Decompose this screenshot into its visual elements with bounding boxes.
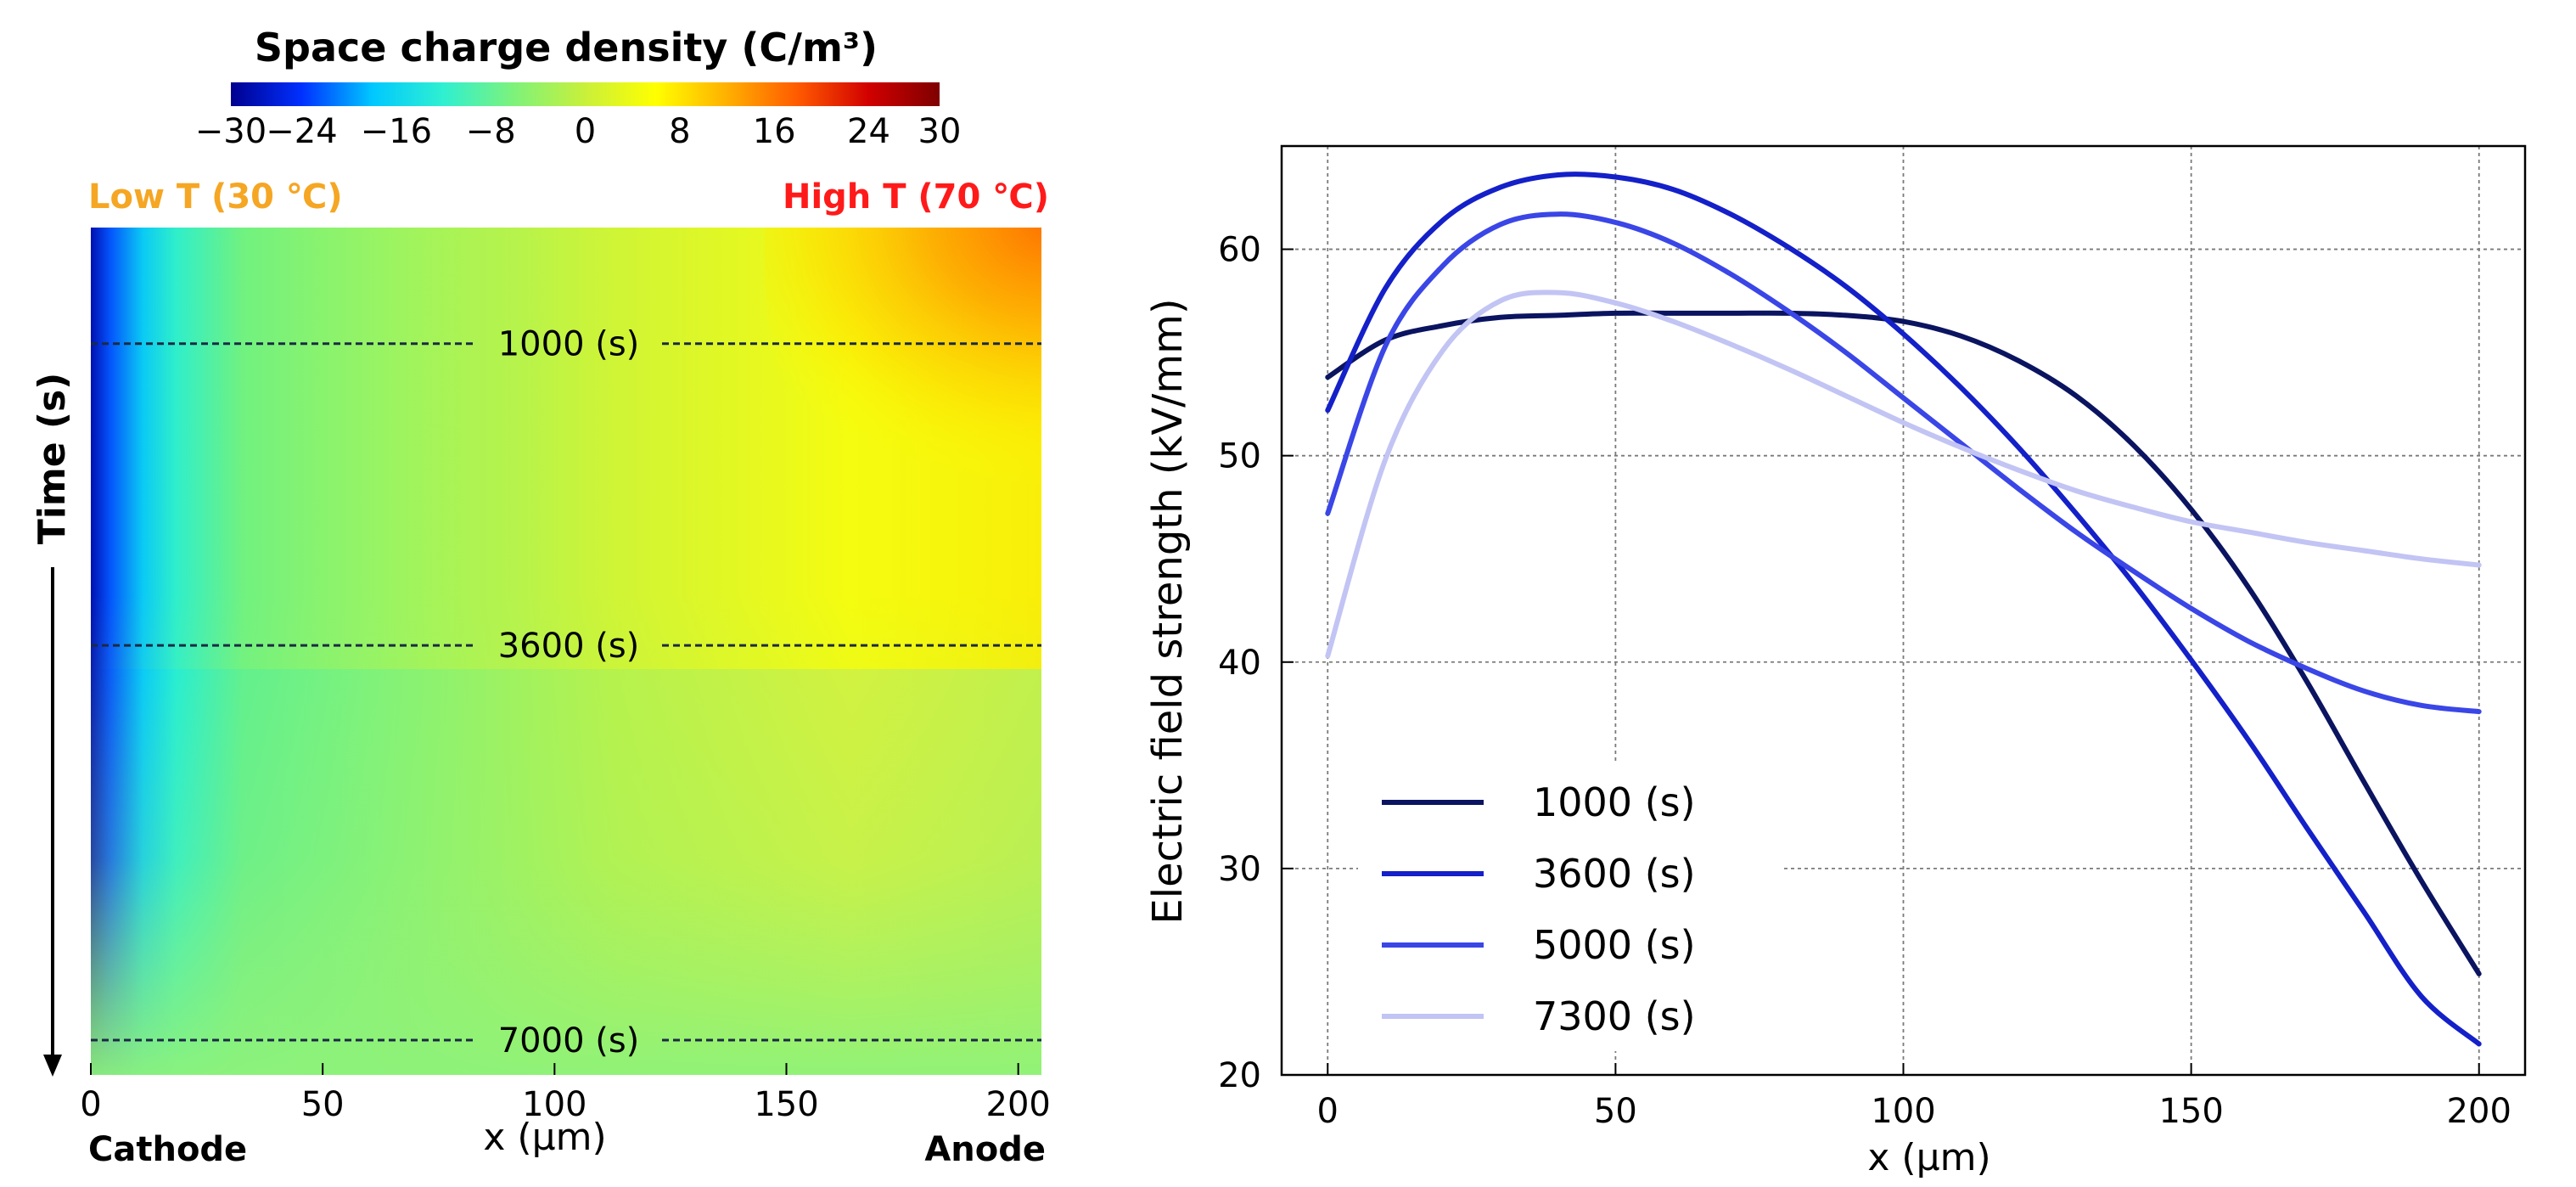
time-axis: Time (s) bbox=[31, 373, 74, 1077]
colorbar-tick-label: 0 bbox=[575, 112, 596, 151]
heatmap-plot-area bbox=[91, 228, 1041, 1075]
colorbar-tick-label: 8 bbox=[669, 112, 690, 151]
high-temperature-label: High T (70 ℃) bbox=[783, 177, 1049, 217]
time-marker-label: 7000 (s) bbox=[498, 1021, 640, 1060]
heatmap-x-tick-label: 150 bbox=[754, 1085, 818, 1124]
colorbar bbox=[231, 82, 940, 106]
time-arrow-head bbox=[43, 1055, 62, 1077]
y-tick-label: 20 bbox=[1218, 1056, 1261, 1095]
time-markers: 1000 (s) 3600 (s) 7000 (s) bbox=[91, 325, 1041, 1060]
colorbar-tick-label: 16 bbox=[753, 112, 796, 151]
series-line bbox=[1325, 290, 2482, 659]
cathode-label: Cathode bbox=[88, 1130, 247, 1169]
colorbar-tick-label: −8 bbox=[466, 112, 516, 151]
heatmap-lower-fade bbox=[91, 594, 1041, 1075]
legend-background bbox=[1358, 764, 1782, 1051]
x-tick-label: 50 bbox=[1594, 1092, 1637, 1131]
colorbar-tick-label: −24 bbox=[266, 112, 337, 151]
time-axis-label: Time (s) bbox=[31, 373, 74, 545]
colorbar-title: Space charge density (C/m³) bbox=[255, 25, 878, 70]
heatmap-x-tick-label: 100 bbox=[522, 1085, 586, 1124]
x-tick-label: 0 bbox=[1317, 1092, 1339, 1131]
colorbar-tick-label: 30 bbox=[918, 112, 962, 151]
colorbar-tick-label: −16 bbox=[361, 112, 432, 151]
series-line bbox=[1325, 172, 2482, 1047]
heatmap-hot-region bbox=[764, 228, 1041, 654]
series-line bbox=[1325, 211, 2482, 715]
colorbar-tick-label: 24 bbox=[847, 112, 890, 151]
colorbar-ticks: −30 −24 −16 −8 0 8 16 24 30 bbox=[195, 112, 962, 151]
y-tick-label: 40 bbox=[1218, 644, 1261, 683]
colorbar-tick-label: −30 bbox=[195, 112, 267, 151]
y-tick-label: 60 bbox=[1218, 231, 1261, 270]
line-y-axis-label: Electric field strength (kV/mm) bbox=[1144, 298, 1192, 924]
legend: 1000 (s) 3600 (s) 5000 (s) 7300 (s) bbox=[1382, 779, 1696, 1039]
y-tick-label: 30 bbox=[1218, 850, 1261, 889]
series-lines bbox=[1325, 172, 2482, 1047]
series-line bbox=[1325, 310, 2482, 976]
line-chart-panel: 0 50 100 150 200 20 30 40 50 60 x (μm) Electric f… bbox=[1144, 144, 2527, 1179]
heatmap-x-ticks: 0 50 100 150 200 bbox=[80, 1063, 1051, 1124]
y-tick-label: 50 bbox=[1218, 437, 1261, 476]
legend-label: 3600 (s) bbox=[1533, 851, 1696, 897]
time-marker-label: 1000 (s) bbox=[498, 325, 640, 364]
legend-label: 1000 (s) bbox=[1533, 779, 1696, 825]
anode-label: Anode bbox=[924, 1130, 1046, 1169]
axis-ticks: 0 50 100 150 200 20 30 40 50 60 bbox=[1218, 231, 2511, 1131]
heatmap-x-tick-label: 50 bbox=[301, 1085, 345, 1124]
line-x-axis-label: x (μm) bbox=[1867, 1136, 1990, 1179]
heatmap-panel: Space charge density (C/m³) −30 −24 −16 −8 0… bbox=[31, 25, 1051, 1169]
x-tick-label: 100 bbox=[1871, 1092, 1935, 1131]
heatmap-x-tick-label: 0 bbox=[80, 1085, 101, 1124]
legend-label: 7300 (s) bbox=[1533, 993, 1696, 1039]
heatmap-x-axis-label: x (μm) bbox=[483, 1116, 606, 1159]
legend-label: 5000 (s) bbox=[1533, 922, 1696, 968]
time-marker-label: 3600 (s) bbox=[498, 627, 640, 666]
x-tick-label: 200 bbox=[2447, 1092, 2511, 1131]
heatmap-x-tick-label: 200 bbox=[986, 1085, 1051, 1124]
low-temperature-label: Low T (30 ℃) bbox=[88, 177, 343, 217]
x-tick-label: 150 bbox=[2158, 1092, 2223, 1131]
